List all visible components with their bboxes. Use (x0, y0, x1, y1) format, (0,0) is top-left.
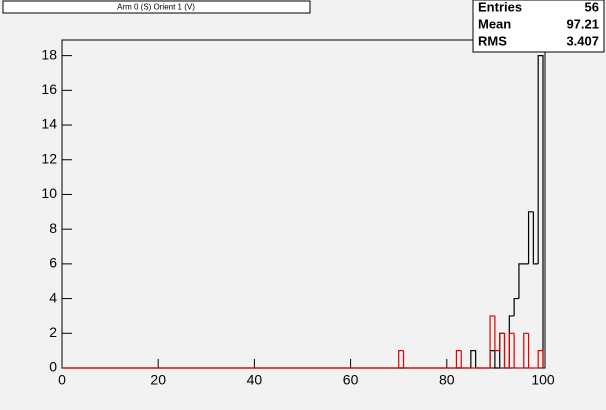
histogram-bin (537, 350, 544, 368)
histogram-bin (508, 332, 515, 368)
histogram-bin (503, 333, 510, 369)
stat-label: RMS (478, 33, 507, 48)
histogram-bin (494, 350, 500, 369)
histogram-bin (518, 263, 524, 299)
histogram-bin (499, 332, 505, 351)
y-tick-label: 4 (49, 289, 57, 305)
stat-value: 56 (585, 0, 599, 14)
stat-value: 3.407 (566, 33, 599, 48)
y-tick-label: 10 (41, 185, 57, 201)
histogram-bin (494, 315, 500, 352)
x-tick-label: 100 (531, 372, 555, 388)
stat-value: 97.21 (566, 16, 599, 31)
chart-title: Arm 0 (S) Orient 1 (V) (117, 3, 195, 12)
y-tick-label: 2 (49, 324, 57, 340)
y-tick-label: 12 (41, 150, 57, 166)
stat-label: Entries (478, 0, 522, 14)
stats-frame (472, 0, 605, 53)
histogram-bin (513, 297, 519, 316)
histogram-bin (470, 350, 476, 368)
histogram-bin (532, 211, 539, 265)
y-tick-label: 0 (49, 359, 57, 375)
x-tick-label: 60 (343, 372, 359, 388)
histogram-bin (513, 333, 519, 369)
histogram-bin (523, 332, 529, 368)
y-tick-label: 8 (49, 220, 57, 236)
histogram-bin (398, 350, 404, 368)
histogram-bin (537, 55, 544, 368)
x-tick-label: 0 (58, 372, 66, 388)
x-tick-label: 80 (439, 372, 455, 388)
y-tick-label: 16 (41, 81, 57, 97)
histogram-bin (460, 350, 467, 369)
histogram-bin (527, 211, 534, 264)
x-tick-label: 20 (150, 372, 166, 388)
stats-box: Entries 56 Mean 97.21 RMS 3.407 (472, 0, 605, 53)
title-box (2, 0, 311, 14)
y-tick-label: 14 (41, 116, 57, 132)
x-tick-label: 40 (247, 372, 263, 388)
y-tick-label: 18 (41, 46, 57, 62)
stat-label: Mean (478, 16, 511, 31)
y-tick-label: 6 (49, 255, 57, 271)
histogram-bin (527, 333, 534, 369)
histogram-bin (402, 350, 409, 369)
histogram-bin (455, 350, 462, 368)
histogram-bin (489, 315, 495, 368)
